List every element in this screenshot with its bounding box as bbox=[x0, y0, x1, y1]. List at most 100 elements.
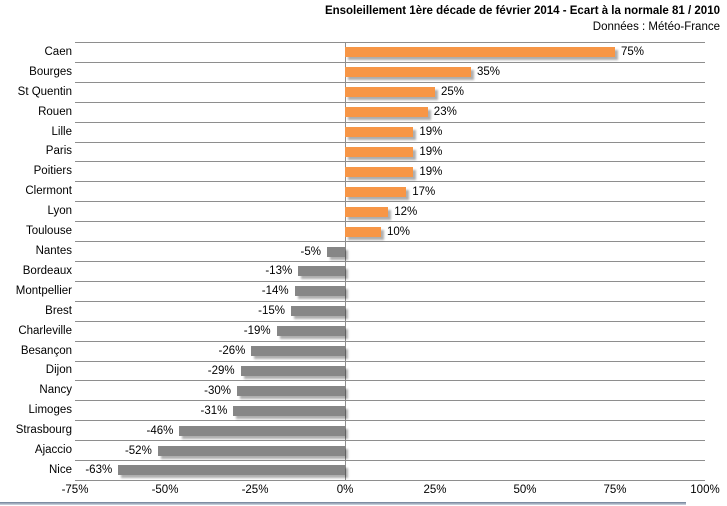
category-label-lyon: Lyon bbox=[47, 205, 72, 218]
bar-value-label: -63% bbox=[85, 464, 113, 477]
bar-row: -46% bbox=[75, 421, 705, 442]
category-label-rouen: Rouen bbox=[38, 105, 72, 118]
category-label-bordeaux: Bordeaux bbox=[22, 264, 72, 277]
bar-row: -26% bbox=[75, 342, 705, 362]
x-tick-label: 50% bbox=[513, 484, 537, 496]
bar-row: 35% bbox=[75, 63, 705, 83]
bar-row: -15% bbox=[75, 302, 705, 322]
bar-row: 12% bbox=[75, 202, 705, 223]
bar-nice[interactable] bbox=[118, 465, 345, 476]
bar-value-label: 17% bbox=[412, 185, 436, 198]
plot-area: 75% 35% 25% 23% 19% 19% 19% 17% 12% 10% -5% -13% -14… bbox=[75, 42, 705, 481]
bar-row: -29% bbox=[75, 362, 705, 382]
bar-value-label: 19% bbox=[419, 145, 443, 158]
bar-nantes[interactable] bbox=[327, 246, 345, 257]
category-label-lille: Lille bbox=[51, 125, 72, 138]
bar-row: -63% bbox=[75, 461, 705, 481]
bar-bourges[interactable] bbox=[345, 67, 471, 78]
bar-row: -30% bbox=[75, 381, 705, 402]
chart-header: Ensoleillement 1ère décade de février 20… bbox=[325, 4, 720, 35]
bar-row: 23% bbox=[75, 103, 705, 123]
chart-subtitle: Données : Météo-France bbox=[592, 21, 720, 34]
category-label-strasbourg: Strasbourg bbox=[15, 424, 72, 437]
bar-toulouse[interactable] bbox=[345, 226, 381, 237]
bar-brest[interactable] bbox=[291, 306, 345, 317]
bar-row: -31% bbox=[75, 401, 705, 422]
bar-charleville[interactable] bbox=[276, 326, 345, 337]
zero-axis-line bbox=[345, 43, 346, 481]
bar-clermont[interactable] bbox=[345, 186, 407, 197]
bar-row: 10% bbox=[75, 222, 705, 243]
bar-row: 17% bbox=[75, 182, 705, 203]
bar-row: -52% bbox=[75, 441, 705, 462]
bar-value-label: 10% bbox=[387, 225, 411, 238]
category-label-nice: Nice bbox=[48, 463, 72, 476]
bar-value-label: -14% bbox=[261, 285, 289, 298]
bar-limoges[interactable] bbox=[233, 405, 345, 416]
bar-row: 19% bbox=[75, 162, 705, 183]
category-label-toulouse: Toulouse bbox=[25, 225, 72, 238]
bar-paris[interactable] bbox=[345, 146, 414, 157]
bar-strasbourg[interactable] bbox=[179, 425, 345, 436]
category-label-nancy: Nancy bbox=[39, 384, 72, 397]
bar-row: -19% bbox=[75, 322, 705, 342]
bar-dijon[interactable] bbox=[240, 365, 345, 376]
bar-value-label: 12% bbox=[394, 205, 418, 218]
bar-value-label: -13% bbox=[265, 265, 293, 278]
bar-value-label: -15% bbox=[258, 305, 285, 318]
bar-row: -13% bbox=[75, 262, 705, 282]
bar-value-label: 23% bbox=[433, 106, 457, 119]
bar-nancy[interactable] bbox=[236, 385, 345, 396]
category-label-clermont: Clermont bbox=[25, 185, 72, 198]
bar-row: -5% bbox=[75, 242, 705, 262]
category-label-montpellier: Montpellier bbox=[15, 284, 72, 297]
category-label-charleville: Charleville bbox=[18, 324, 72, 337]
bar-lille[interactable] bbox=[345, 127, 414, 138]
bar-value-label: 25% bbox=[440, 86, 465, 99]
category-label-bourges: Bourges bbox=[29, 65, 72, 78]
bar-value-label: -52% bbox=[124, 444, 152, 457]
bar-value-label: -5% bbox=[300, 245, 321, 258]
bar-rouen[interactable] bbox=[345, 107, 428, 118]
bar-row: 75% bbox=[75, 43, 705, 63]
window-bottom-edge bbox=[0, 502, 686, 505]
bar-st-quentin[interactable] bbox=[345, 87, 435, 98]
x-tick-label: -50% bbox=[151, 484, 179, 496]
category-label-brest: Brest bbox=[45, 304, 72, 317]
bar-montpellier[interactable] bbox=[294, 286, 345, 297]
bar-value-label: -19% bbox=[243, 325, 271, 338]
bar-value-label: -46% bbox=[146, 424, 174, 437]
bar-row: 19% bbox=[75, 123, 705, 143]
bar-row: -14% bbox=[75, 282, 705, 302]
bar-lyon[interactable] bbox=[345, 206, 389, 217]
category-axis: Caen Bourges St Quentin Rouen Lille Paris Poit… bbox=[0, 42, 72, 480]
bar-besancon[interactable] bbox=[251, 346, 345, 357]
value-axis: -75% -50% -25% 0% 25% 50% 75% 100% bbox=[62, 484, 720, 498]
bar-row: 25% bbox=[75, 83, 705, 103]
category-label-ajaccio: Ajaccio bbox=[34, 444, 72, 457]
bar-value-label: 19% bbox=[419, 165, 443, 178]
bar-bordeaux[interactable] bbox=[298, 266, 345, 277]
x-tick-label: 100% bbox=[690, 484, 720, 496]
category-label-paris: Paris bbox=[45, 145, 72, 158]
x-tick-label: -25% bbox=[241, 484, 269, 496]
category-label-poitiers: Poitiers bbox=[33, 165, 72, 178]
category-label-limoges: Limoges bbox=[28, 404, 72, 417]
x-tick-label: -75% bbox=[61, 484, 89, 496]
bar-ajaccio[interactable] bbox=[157, 445, 345, 456]
x-tick-label: 25% bbox=[423, 484, 447, 496]
bar-value-label: -31% bbox=[200, 404, 228, 417]
bar-value-label: 35% bbox=[477, 66, 501, 79]
bar-value-label: -29% bbox=[207, 364, 235, 377]
bar-row: 19% bbox=[75, 143, 705, 163]
x-tick-label: 0% bbox=[336, 484, 354, 496]
x-tick-label: 75% bbox=[603, 484, 627, 496]
bar-value-label: 75% bbox=[621, 46, 645, 59]
bar-caen[interactable] bbox=[345, 47, 615, 58]
category-label-dijon: Dijon bbox=[45, 364, 72, 377]
bar-poitiers[interactable] bbox=[345, 166, 414, 177]
bar-value-label: -26% bbox=[218, 345, 246, 358]
bar-value-label: 19% bbox=[419, 126, 443, 139]
category-label-st-quentin: St Quentin bbox=[17, 85, 72, 98]
